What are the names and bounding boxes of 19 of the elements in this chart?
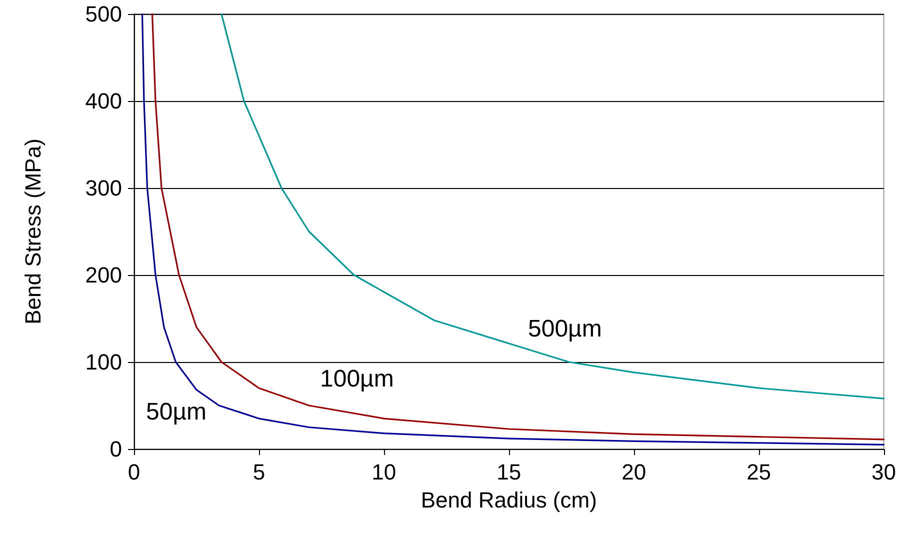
x-tick-label: 25 — [746, 460, 772, 484]
x-tick-label: 10 — [372, 460, 396, 484]
y-tick-label: 0 — [110, 436, 122, 462]
y-tick-label: 200 — [85, 262, 122, 288]
series-label: 50µm — [146, 398, 207, 426]
y-tick-label: 300 — [85, 176, 122, 200]
x-axis-title: Bend Radius (cm) — [420, 488, 597, 512]
y-axis-title: Bend Stress (MPa) — [20, 138, 46, 324]
x-tick-label: 30 — [872, 460, 896, 484]
y-tick-label: 100 — [85, 350, 122, 374]
x-tick-label: 5 — [252, 460, 266, 484]
series-label: 500µm — [528, 316, 602, 342]
y-tick-label: 400 — [85, 88, 122, 114]
x-tick-label: 0 — [128, 460, 140, 484]
x-tick-label: 20 — [622, 460, 646, 484]
y-tick-label: 500 — [85, 2, 122, 26]
line-series — [220, 13, 885, 400]
x-tick-label: 15 — [496, 460, 522, 484]
series-label: 100µm — [320, 366, 394, 392]
